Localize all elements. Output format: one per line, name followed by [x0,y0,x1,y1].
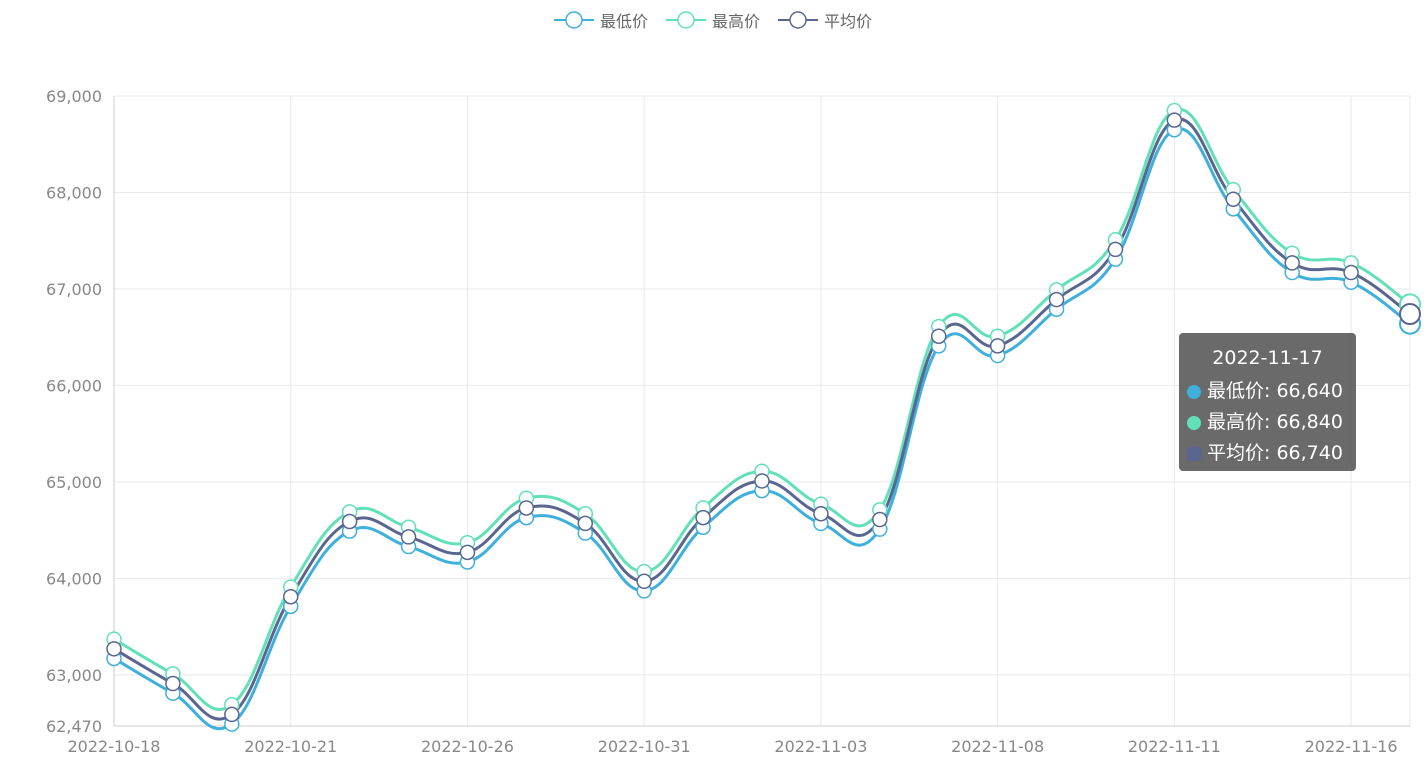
x-tick-label: 2022-11-03 [774,737,867,756]
tooltip-row-high: 最高价: 66,840 [1187,407,1348,438]
tooltip-date: 2022-11-17 [1212,347,1323,369]
data-point-avg [1343,264,1359,281]
y-tick-label: 64,000 [46,569,102,588]
legend-item-low[interactable]: 最低价 [553,8,648,32]
y-tick-label: 65,000 [46,473,102,492]
legend-low-icon [553,11,594,29]
tooltip-low-text: 最低价: 66,640 [1207,380,1343,402]
legend-high-label: 最高价 [711,12,760,31]
data-point-avg [459,544,476,561]
data-point-avg [106,641,122,657]
legend-avg-label: 平均价 [824,12,873,31]
series-line-low [113,127,1411,731]
x-tick-label: 2022-10-31 [598,737,691,756]
x-tick-label: 2022-10-26 [421,737,514,756]
x-tick-label: 2022-11-11 [1128,737,1221,756]
data-point-avg [1107,241,1124,258]
tooltip-avg-text: 平均价: 66,740 [1207,442,1343,464]
data-point-avg [341,513,358,530]
series-line-high [113,107,1411,711]
data-point-avg [1166,112,1183,128]
legend-high-icon [665,11,706,29]
data-point-avg [1225,191,1242,207]
legend-low-label: 最低价 [599,12,648,31]
y-tick-label: 69,000 [46,87,102,106]
chart-legend: 最低价 最高价 平均价 [0,8,1426,32]
y-tick-label: 68,000 [46,183,102,202]
legend-item-high[interactable]: 最高价 [665,8,760,32]
series-line-avg [113,117,1411,721]
data-point-avg [165,675,181,692]
y-tick-label: 66,000 [46,376,102,395]
legend-item-avg[interactable]: 平均价 [778,8,872,32]
data-point-avg [1284,255,1300,271]
tooltip-row-low: 最低价: 66,640 [1187,376,1348,407]
tooltip-high-dot-icon [1187,415,1201,430]
tooltip-low-dot-icon [1187,384,1201,399]
y-tick-label: 67,000 [46,280,102,299]
data-point-avg [577,515,594,532]
data-point-avg [930,328,947,344]
data-point-avg [989,338,1006,354]
legend-avg-icon [778,11,818,29]
x-tick-label: 2022-10-18 [68,737,161,756]
x-tick-label: 2022-10-21 [244,737,337,756]
data-point-avg [695,509,711,526]
data-point-avg [282,588,299,605]
data-point-avg [636,573,652,590]
data-point-avg [1399,303,1421,326]
x-tick-label: 2022-11-08 [951,737,1044,756]
x-tick-label: 2022-11-16 [1305,737,1398,756]
data-point-avg [872,511,888,528]
tooltip-high-text: 最高价: 66,840 [1207,411,1343,433]
y-tick-label: 63,000 [46,666,102,685]
data-point-avg [1048,291,1065,308]
tooltip-avg-dot-icon [1187,446,1201,461]
y-tick-label: 62,470 [46,717,102,736]
chart-tooltip: 2022-11-17 最低价: 66,640 最高价: 66,840 平均价: … [1179,333,1356,471]
data-point-avg [518,500,535,516]
data-point-avg [813,505,829,522]
tooltip-row-avg: 平均价: 66,740 [1187,438,1348,469]
data-point-avg [224,706,240,723]
data-point-avg [400,529,417,545]
data-point-avg [754,473,770,489]
